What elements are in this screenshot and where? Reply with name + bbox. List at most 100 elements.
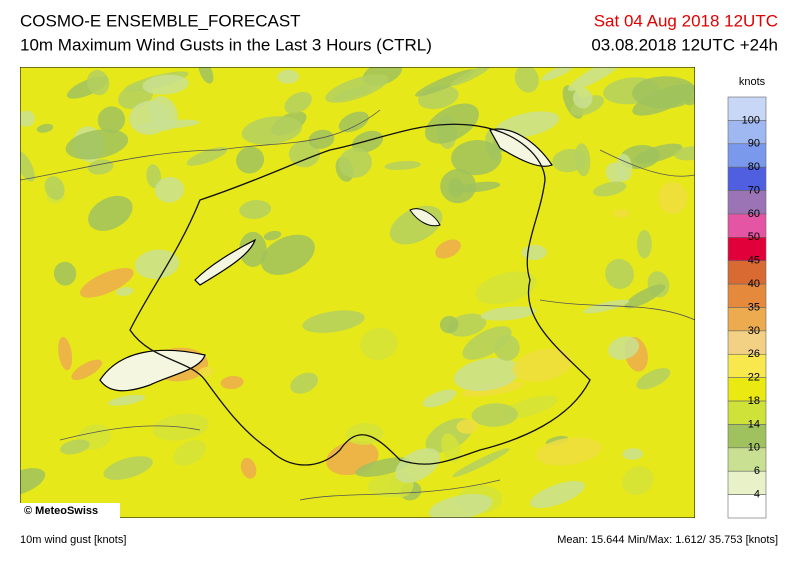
wind-patch: [673, 146, 695, 161]
wind-patch: [346, 423, 384, 446]
level-label: 50: [748, 231, 760, 243]
wind-patch: [88, 195, 133, 231]
wind-patch: [637, 229, 652, 259]
wind-patch: [103, 456, 153, 480]
wind-patch: [308, 129, 335, 149]
wind-patch: [154, 176, 185, 203]
wind-patch: [20, 110, 35, 127]
wind-patch: [512, 348, 573, 382]
wind-patch: [572, 87, 593, 109]
wind-patch: [593, 181, 627, 197]
copyright: © MeteoSwiss: [24, 505, 98, 517]
wind-patch: [197, 366, 215, 377]
wind-patch: [480, 306, 536, 321]
wind-patch: [608, 336, 640, 360]
wind-patch: [97, 106, 126, 134]
wind-patch: [605, 258, 634, 289]
wind-patch: [36, 123, 54, 133]
subtitle: 10m Maximum Wind Gusts in the Last 3 Hou…: [20, 35, 432, 54]
wind-patch: [425, 103, 479, 144]
wind-patch: [58, 336, 73, 371]
wind-patch: [441, 433, 461, 463]
wind-patch: [142, 74, 189, 95]
wind-patch: [582, 299, 630, 314]
wind-patch: [574, 143, 591, 177]
wind-patch: [263, 230, 282, 241]
wind-patch: [475, 271, 537, 305]
level-label: 60: [748, 208, 760, 220]
level-label: 35: [748, 301, 760, 313]
map: © MeteoSwiss: [20, 67, 695, 518]
region-line: [20, 109, 695, 501]
wind-patch: [414, 69, 476, 97]
wind-patch: [622, 466, 654, 496]
wind-patch: [447, 313, 487, 337]
wind-patch: [65, 129, 129, 160]
wind-patch: [514, 67, 539, 93]
wind-patch: [20, 150, 35, 182]
wind-patch: [450, 67, 492, 86]
wind-patch: [536, 437, 602, 466]
wind-patch: [360, 327, 398, 361]
wind-patch: [462, 326, 512, 360]
level-label: 30: [748, 325, 760, 337]
wind-patch: [338, 147, 372, 178]
level-label: 100: [742, 114, 760, 126]
wind-patch: [129, 100, 171, 135]
wind-patch: [186, 147, 228, 166]
wind-patch: [448, 177, 464, 197]
wind-patch: [220, 375, 244, 390]
wind-patch: [541, 67, 575, 81]
level-label: 18: [748, 395, 760, 407]
level-label: 22: [748, 372, 760, 384]
border: [129, 123, 591, 466]
level-label: 80: [748, 161, 760, 173]
wind-patch: [355, 457, 411, 477]
wind-patch: [53, 261, 77, 286]
wind-patch: [338, 111, 369, 133]
wind-patch: [239, 231, 267, 267]
title: COSMO-E ENSEMBLE_FORECAST: [20, 11, 301, 30]
wind-patch: [80, 267, 134, 298]
color-box: [727, 494, 767, 519]
wind-patch: [60, 439, 90, 455]
wind-patch: [634, 143, 683, 164]
wind-patch: [428, 493, 493, 518]
wind-patch: [395, 448, 441, 483]
wind-patch: [624, 284, 666, 309]
level-label: 4: [754, 489, 760, 501]
color-box: [727, 470, 767, 495]
wind-patch: [302, 310, 365, 333]
legend-unit: knots: [739, 76, 766, 88]
wind-patch: [290, 372, 319, 394]
wind-patch: [435, 239, 461, 259]
wind-patch: [277, 69, 300, 84]
wind-patch: [198, 67, 214, 84]
wind-patch: [173, 440, 206, 466]
wind-patch: [241, 116, 303, 145]
valid-time: Sat 04 Aug 2018 12UTC: [594, 11, 778, 30]
footer-right: Mean: 15.644 Min/Max: 1.612/ 35.753 [kno…: [557, 534, 778, 546]
wind-patch: [351, 130, 384, 153]
wind-patch: [471, 403, 518, 427]
footer-left: 10m wind gust [knots]: [20, 534, 126, 546]
wind-patch: [456, 419, 479, 434]
wind-patch: [658, 182, 688, 215]
level-label: 40: [748, 278, 760, 290]
wind-patch: [567, 67, 627, 92]
wind-patch: [115, 286, 134, 296]
wind-patch: [454, 357, 521, 392]
wind-patch: [622, 448, 644, 460]
wind-patch: [240, 457, 257, 479]
copyright-box: [20, 503, 120, 518]
wind-patch: [636, 368, 671, 390]
level-label: 90: [748, 138, 760, 150]
colorbar: 100 90 80 70 60 50 45 40 35 30 26 22 18 14 10 6 4: [727, 96, 767, 519]
wind-patch: [260, 234, 315, 275]
wind-patch: [71, 359, 103, 381]
wind-patch: [451, 140, 502, 176]
wind-patch: [384, 160, 422, 170]
wind-patch: [134, 249, 180, 279]
wind-patch: [284, 91, 312, 114]
